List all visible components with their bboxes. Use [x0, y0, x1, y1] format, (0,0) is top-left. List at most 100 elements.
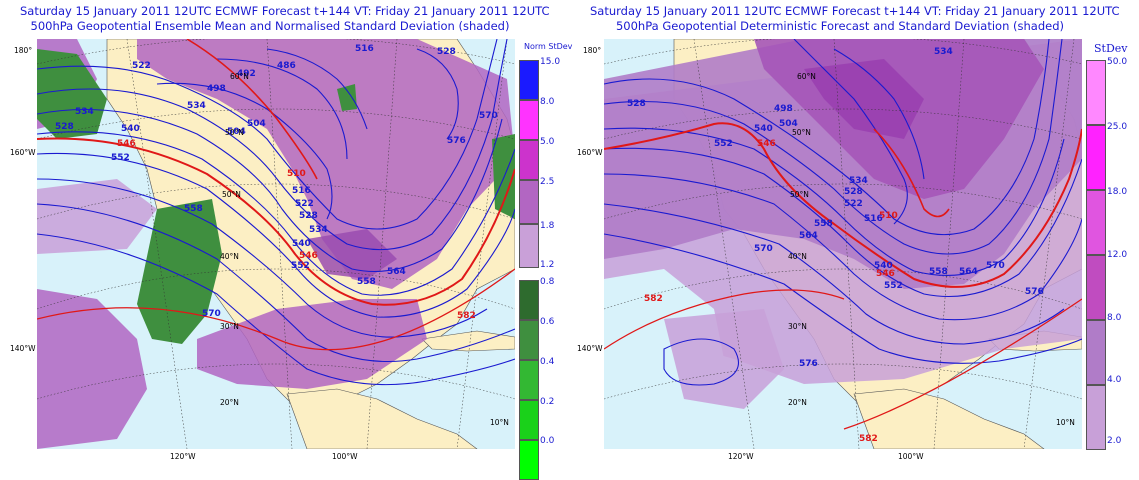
- contour-label: 582: [644, 294, 663, 304]
- colorbar-segment: [1086, 60, 1106, 125]
- shading-pacific-light: [664, 309, 784, 409]
- contour-label: 552: [884, 281, 903, 291]
- left-ensemble-map: 522 534 528 534 540 546 552 558 570 576 582 504 498 4…: [37, 39, 515, 449]
- left-title-line1: Saturday 15 January 2011 12UTC ECMWF For…: [20, 4, 550, 18]
- shading-purple-main: [137, 39, 515, 289]
- right-lat-20-label: 20°N: [788, 398, 807, 407]
- contour-label: 546: [876, 269, 895, 279]
- colorbar-tick-label: 4.0: [1107, 375, 1122, 385]
- contour-label: 552: [291, 261, 310, 271]
- contour-label: 504: [247, 119, 266, 129]
- shading-purple-west: [37, 289, 147, 449]
- right-lat-10-label: 10°N: [1056, 418, 1075, 427]
- shading-purple-south: [197, 299, 427, 389]
- colorbar-tick-label: 2.5: [540, 177, 555, 187]
- contour-label: 498: [207, 84, 226, 94]
- right-lon-140-label: 140°W: [577, 344, 603, 353]
- shading-green-pacific: [137, 199, 222, 344]
- right-title-line1: Saturday 15 January 2011 12UTC ECMWF For…: [590, 4, 1120, 18]
- left-lat-40-label: 40°N: [220, 252, 239, 261]
- contour-label: 558: [357, 277, 376, 287]
- contour-label: 540: [874, 261, 893, 271]
- contour-label: 534: [309, 225, 328, 235]
- right-map-graphic: [604, 39, 1082, 449]
- contour-label: 498: [774, 104, 793, 114]
- contour-label: 576: [799, 359, 818, 369]
- shading-green-atlantic: [492, 134, 515, 219]
- cuba-land: [421, 330, 515, 352]
- colorbar-segment: [1086, 255, 1106, 320]
- left-lat-10-label: 10°N: [490, 418, 509, 427]
- left-lat-60-label: 60°N: [230, 72, 249, 81]
- colorbar-segment: [519, 100, 539, 140]
- colorbar-tick-label: 0.6: [540, 317, 555, 327]
- contour-label: 570: [986, 261, 1005, 271]
- left-title-line2: 500hPa Geopotential Ensemble Mean and No…: [30, 18, 510, 33]
- contour-label: 516: [864, 214, 883, 224]
- colorbar-tick-label: 8.0: [540, 97, 555, 107]
- colorbar-segment: [1086, 190, 1106, 255]
- right-deterministic-map: 534 528 540 546 552 558 564 570 576 582 498 504 510 5…: [604, 39, 1082, 449]
- colorbar-tick-label: 0.8: [540, 277, 555, 287]
- left-map-graphic: [37, 39, 515, 449]
- right-lat-40-label: 40°N: [788, 252, 807, 261]
- colorbar-tick-label: 0.2: [540, 397, 555, 407]
- colorbar-tick-label: 18.0: [1107, 187, 1128, 197]
- colorbar-segment: [519, 60, 539, 100]
- contour-label: 540: [121, 124, 140, 134]
- colorbar-segment: [519, 224, 539, 268]
- colorbar-segment: [1086, 125, 1106, 190]
- shading-dark-purple: [307, 229, 397, 279]
- graticule: [37, 39, 515, 449]
- left-panel-title: Saturday 15 January 2011 12UTC ECMWF For…: [20, 4, 550, 33]
- colorbar-segment: [519, 180, 539, 224]
- contour-label: 576: [447, 136, 466, 146]
- colorbar-tick-label: 0.4: [540, 357, 555, 367]
- colorbar-tick-label: 0.0: [540, 436, 555, 446]
- contour-label: 528: [299, 211, 318, 221]
- left-lat-50b-label: 50°N: [222, 190, 241, 199]
- right-lat-60-label: 60°N: [797, 72, 816, 81]
- colorbar-tick-label: 25.0: [1107, 122, 1128, 132]
- contour-label: 570: [202, 309, 221, 319]
- right-lat-180-label: 180°: [583, 46, 602, 55]
- colorbar-segment: [1086, 320, 1106, 385]
- colorbar-tick-label: 1.2: [540, 260, 555, 270]
- left-lat-180-label: 180°: [14, 46, 33, 55]
- colorbar-tick-label: 5.0: [540, 137, 555, 147]
- red-contours: [604, 122, 1082, 430]
- contour-label: 546: [117, 139, 136, 149]
- contour-label: 582: [457, 311, 476, 321]
- graticule: [604, 39, 1082, 449]
- blue-contours: [37, 39, 515, 386]
- colorbar-tick-label: 1.8: [540, 221, 555, 231]
- contour-label: 492: [237, 69, 256, 79]
- left-lat-20-label: 20°N: [220, 398, 239, 407]
- colorbar-tick-label: 8.0: [1107, 313, 1122, 323]
- contour-label: 522: [132, 61, 151, 71]
- contour-label: 522: [844, 199, 863, 209]
- central-america-land: [853, 388, 1045, 449]
- shading-green-small: [337, 84, 357, 111]
- contour-label: 558: [929, 267, 948, 277]
- contour-label: 540: [754, 124, 773, 134]
- contour-label: 552: [111, 153, 130, 163]
- contour-label: 558: [814, 219, 833, 229]
- right-lat-50-label: 50°N: [792, 128, 811, 137]
- contour-label: 570: [479, 111, 498, 121]
- shading-green-alaska: [37, 49, 107, 139]
- right-title-line2: 500hPa Geopotential Deterministic Foreca…: [615, 18, 1064, 33]
- contour-label: 558: [184, 204, 203, 214]
- left-lon-140-label: 140°W: [10, 344, 36, 353]
- contour-label: 528: [55, 122, 74, 132]
- colorbar-segment: [519, 140, 539, 180]
- right-colorbar-title: StDev: [1094, 42, 1128, 55]
- contour-label: 582: [859, 434, 878, 444]
- colorbar-segment: [1086, 385, 1106, 450]
- contour-label: 564: [799, 231, 818, 241]
- right-lon-100-label: 100°W: [898, 452, 924, 461]
- central-america-land: [286, 388, 478, 449]
- contour-label: 546: [757, 139, 776, 149]
- colorbar-tick-label: 12.0: [1107, 250, 1128, 260]
- contour-label: 564: [959, 267, 978, 277]
